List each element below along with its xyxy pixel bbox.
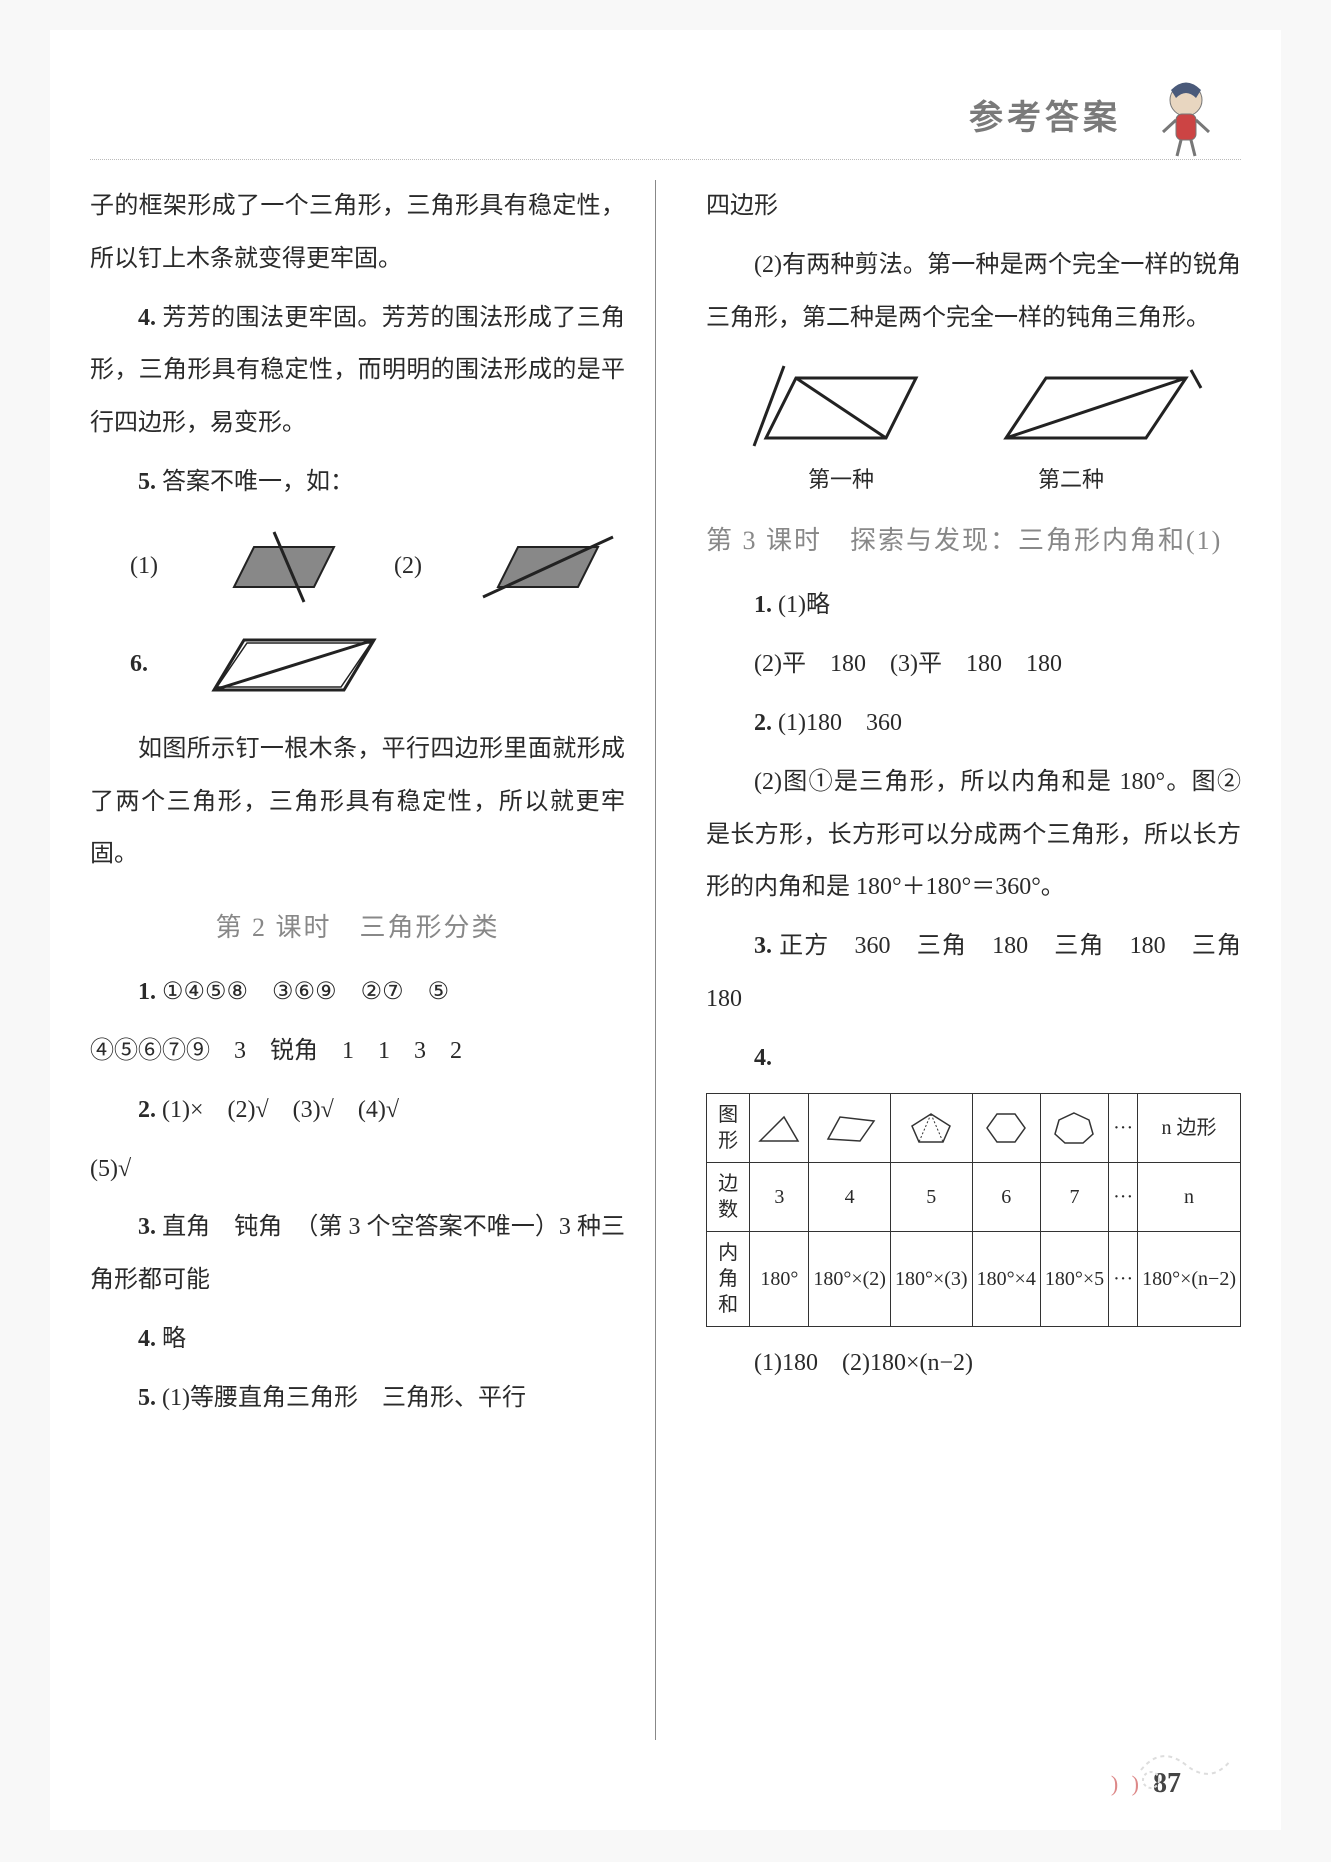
row1-c2: 4 [809, 1162, 891, 1231]
s2-q3: 3. 直角 钝角 （第 3 个空答案不唯一）3 种三角形都可能 [90, 1201, 625, 1307]
rhombus-cut-2-icon [986, 358, 1206, 458]
row2-c2: 180°×(2) [809, 1231, 891, 1326]
th-quad [809, 1093, 891, 1162]
s2-q1b: ④⑤⑥⑦⑨ 3 锐角 1 1 3 2 [90, 1025, 625, 1078]
row1-c5: 7 [1040, 1162, 1108, 1231]
s2-q3-label: 3. [138, 1214, 156, 1240]
row1-c7: n [1138, 1162, 1241, 1231]
s3-q3: 3. 正方 360 三角 180 三角 180 三角 180 [706, 920, 1241, 1026]
para-cont-right: 四边形 [706, 180, 1241, 233]
th-heptagon [1040, 1093, 1108, 1162]
row1-c6: ··· [1109, 1162, 1138, 1231]
s2-q5-text: (1)等腰直角三角形 三角形、平行 [162, 1385, 526, 1411]
heptagon-icon [1051, 1110, 1097, 1146]
row1-c1: 3 [750, 1162, 809, 1231]
s3-q2a-text: (1)180 360 [778, 710, 902, 736]
table-row-sides: 边数 3 4 5 6 7 ··· n [707, 1162, 1241, 1231]
s3-q1: 1. (1)略 [706, 579, 1241, 632]
row2-c6: ··· [1109, 1231, 1138, 1326]
pentagon-icon [906, 1110, 956, 1146]
s3-q1a-text: (1)略 [778, 592, 830, 618]
s2-q1-label: 1. [138, 979, 156, 1005]
figure-5-row: (1) (2) [130, 527, 625, 607]
th-hexagon [972, 1093, 1040, 1162]
fig-5-2-label: (2) [394, 553, 422, 580]
s2-q2b: (5)√ [90, 1143, 625, 1196]
caption-2: 第二种 [1038, 462, 1104, 494]
s2-q1a-text: ①④⑤⑧ ③⑥⑨ ②⑦ ⑤ [162, 979, 449, 1005]
s2-q2-text: (1)× (2)√ (3)√ (4)√ [162, 1097, 399, 1123]
s2-q5-label: 5. [138, 1385, 156, 1411]
label-4: 4. [138, 305, 156, 331]
s2-q4: 4. 略 [90, 1313, 625, 1366]
caption-1: 第一种 [808, 462, 874, 494]
header-title: 参考答案 [969, 90, 1121, 139]
quad-icon [822, 1111, 878, 1145]
table-footer: (1)180 (2)180×(n−2) [706, 1337, 1241, 1390]
row2-c3: 180°×(3) [890, 1231, 972, 1326]
para-6-desc: 如图所示钉一根木条，平行四边形里面就形成了两个三角形，三角形具有稳定性，所以就更… [90, 723, 625, 881]
label-6: 6. [130, 651, 148, 678]
label-5: 5. [138, 469, 156, 495]
s3-q2: 2. (1)180 360 [706, 697, 1241, 750]
th-dots: ··· [1109, 1093, 1138, 1162]
right-column: 四边形 (2)有两种剪法。第一种是两个完全一样的锐角三角形，第二种是两个完全一样… [696, 180, 1241, 1740]
figure-6-row: 6. [130, 625, 625, 705]
fig-5-1-label: (1) [130, 553, 158, 580]
table-row-header: 图形 [707, 1093, 1241, 1162]
s3-q3-label: 3. [754, 933, 772, 959]
text-5: 答案不唯一，如： [162, 469, 354, 495]
parallelogram-diag-icon [194, 625, 394, 705]
row2-c5: 180°×5 [1040, 1231, 1108, 1326]
table-row-anglesum: 内角和 180° 180°×(2) 180°×(3) 180°×4 180°×5… [707, 1231, 1241, 1326]
fig-cut-row [736, 358, 1241, 458]
row2-c7: 180°×(n−2) [1138, 1231, 1241, 1326]
th-pentagon [890, 1093, 972, 1162]
para-continuation: 子的框架形成了一个三角形，三角形具有稳定性，所以钉上木条就变得更牢固。 [90, 180, 625, 286]
row2-label: 内角和 [707, 1231, 750, 1326]
page: 参考答案 子的框架形成了一个三角形，三角形具有稳定性，所以钉上木条就变得更牢固。… [50, 30, 1281, 1830]
s2-q4-label: 4. [138, 1326, 156, 1352]
left-column: 子的框架形成了一个三角形，三角形具有稳定性，所以钉上木条就变得更牢固。 4. 芳… [90, 180, 656, 1740]
s3-q4: 4. [706, 1032, 1241, 1085]
parallelogram-2-icon [468, 527, 618, 607]
header: 参考答案 [90, 60, 1241, 160]
s2-q3-text: 直角 钝角 （第 3 个空答案不唯一）3 种三角形都可能 [90, 1214, 625, 1293]
s3-q3-text: 正方 360 三角 180 三角 180 三角 180 [706, 933, 1265, 1012]
row1-c3: 5 [890, 1162, 972, 1231]
para-4: 4. 芳芳的围法更牢固。芳芳的围法形成了三角形，三角形具有稳定性，而明明的围法形… [90, 292, 625, 450]
row2-c1: 180° [750, 1231, 809, 1326]
s2-q5: 5. (1)等腰直角三角形 三角形、平行 [90, 1372, 625, 1425]
s2-q1: 1. ①④⑤⑧ ③⑥⑨ ②⑦ ⑤ [90, 966, 625, 1019]
hexagon-icon [983, 1110, 1029, 1146]
th-ngon: n 边形 [1138, 1093, 1241, 1162]
s3-q2-label: 2. [754, 710, 772, 736]
row2-c4: 180°×4 [972, 1231, 1040, 1326]
row1-label: 边数 [707, 1162, 750, 1231]
s2-q2: 2. (1)× (2)√ (3)√ (4)√ [90, 1084, 625, 1137]
rhombus-cut-1-icon [736, 358, 936, 458]
mascot-icon [1141, 70, 1231, 160]
triangle-icon [754, 1111, 804, 1145]
th-triangle [750, 1093, 809, 1162]
s3-q4-label: 4. [754, 1045, 772, 1071]
section-2-title: 第 2 课时 三角形分类 [90, 907, 625, 944]
para-5: 5. 答案不唯一，如： [90, 456, 625, 509]
s3-q1-label: 1. [754, 592, 772, 618]
parallelogram-1-icon [204, 527, 354, 607]
s3-q1b: (2)平 180 (3)平 180 180 [706, 638, 1241, 691]
content-columns: 子的框架形成了一个三角形，三角形具有稳定性，所以钉上木条就变得更牢固。 4. 芳… [90, 180, 1241, 1740]
fig-cut-captions: 第一种 第二种 [726, 462, 1186, 494]
polygon-table: 图形 [706, 1093, 1241, 1327]
doodle-icon [1131, 1740, 1241, 1800]
s3-q2b: (2)图①是三角形，所以内角和是 180°。图②是长方形，长方形可以分成两个三角… [706, 756, 1241, 914]
text-4: 芳芳的围法更牢固。芳芳的围法形成了三角形，三角形具有稳定性，而明明的围法形成的是… [90, 305, 625, 437]
section-3-title: 第 3 课时 探索与发现：三角形内角和(1) [706, 520, 1241, 557]
row1-c4: 6 [972, 1162, 1040, 1231]
s2-q4-text: 略 [162, 1326, 186, 1352]
s2-q2-label: 2. [138, 1097, 156, 1123]
th-shape: 图形 [707, 1093, 750, 1162]
para-r2: (2)有两种剪法。第一种是两个完全一样的锐角三角形，第二种是两个完全一样的钝角三… [706, 239, 1241, 345]
